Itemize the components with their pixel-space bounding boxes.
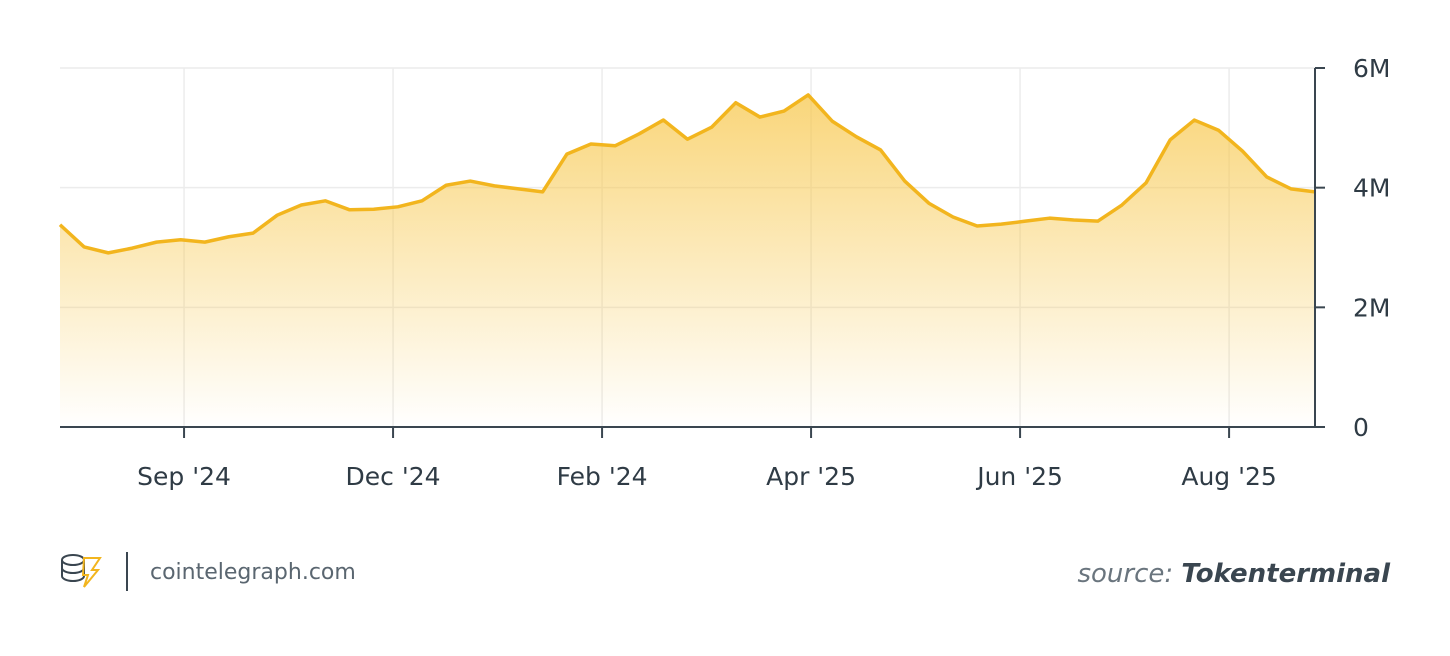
y-tick-label: 2M <box>1353 293 1390 322</box>
area <box>60 94 1315 428</box>
x-tick-label: Apr '25 <box>766 462 856 491</box>
source: source: Tokenterminal <box>1077 559 1391 589</box>
line <box>58 93 1316 255</box>
x-tick-label: Sep '24 <box>137 462 231 491</box>
source-name: Tokenterminal <box>1181 559 1391 589</box>
x-tick-label: Feb '24 <box>557 462 648 491</box>
y-tick-label: 4M <box>1353 174 1390 203</box>
x-tick-label: Aug '25 <box>1181 462 1276 491</box>
x-tick-label: Jun '25 <box>975 462 1063 491</box>
source-prefix: source: <box>1077 559 1173 589</box>
site: cointelegraph.com <box>150 560 356 585</box>
y-tick-label: 0 <box>1353 413 1369 442</box>
logo <box>61 554 102 588</box>
y-tick-label: 6M <box>1353 54 1390 83</box>
x-tick-label: Dec '24 <box>346 462 441 491</box>
